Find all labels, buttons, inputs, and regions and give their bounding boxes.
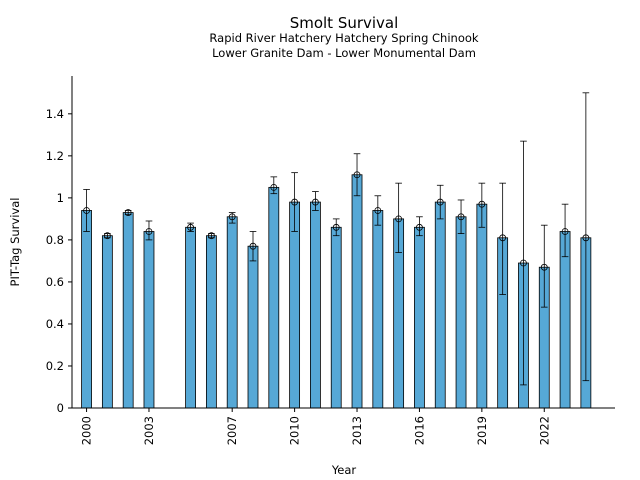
point-marker-2015 [395, 215, 403, 223]
point-marker-2007 [228, 213, 236, 221]
point-marker-2001 [103, 232, 111, 240]
point-marker-2008 [249, 242, 257, 250]
bar-2005 [185, 226, 196, 409]
x-tick-label: 2013 [350, 416, 364, 445]
x-tick-label: 2016 [412, 416, 426, 445]
bar-2016 [414, 226, 425, 409]
y-tick-label: 1.4 [46, 107, 64, 121]
x-axis-label: Year [331, 463, 357, 477]
point-marker-2011 [312, 198, 319, 206]
y-tick-label: 0.4 [46, 317, 64, 331]
chart-title: Smolt Survival [290, 14, 399, 32]
bar-2010 [289, 201, 301, 409]
point-marker-2014 [374, 207, 382, 214]
bar-2017 [434, 201, 446, 409]
bar-2023 [559, 231, 571, 409]
chart-subtitle-line-2: Lower Granite Dam - Lower Monumental Dam [212, 46, 476, 60]
x-tick-label: 2010 [288, 416, 302, 445]
point-marker-2016 [416, 223, 423, 231]
bar-2011 [310, 201, 321, 409]
bar-2001 [101, 235, 113, 409]
point-marker-2021 [520, 259, 527, 267]
bar-2009 [268, 186, 280, 409]
point-marker-series [83, 171, 590, 271]
point-marker-2002 [124, 209, 132, 216]
point-marker-2009 [270, 183, 278, 191]
bar-2002 [122, 212, 134, 409]
y-tick-label: 0.2 [46, 359, 64, 373]
bar-2007 [226, 216, 238, 409]
bar-2003 [143, 231, 155, 409]
bar-series [81, 174, 592, 409]
y-tick-label: 0.8 [46, 233, 64, 247]
point-marker-2012 [332, 223, 340, 231]
bar-2014 [372, 210, 384, 409]
point-marker-2010 [291, 198, 299, 206]
y-tick-label: 0.6 [46, 275, 64, 289]
point-marker-2024 [582, 234, 590, 242]
chart-subtitle-line-1: Rapid River Hatchery Hatchery Spring Chi… [209, 31, 478, 45]
y-axis-label: PIT-Tag Survival [8, 198, 22, 287]
x-axis-ticks: 2000 2003 2007 2010 2013 2016 2019 2022 [80, 408, 551, 445]
point-marker-2005 [187, 223, 194, 231]
point-marker-2006 [207, 232, 215, 240]
bar-2018 [455, 216, 467, 409]
bar-2019 [476, 203, 488, 409]
bar-2008 [247, 245, 259, 409]
bar-2006 [205, 235, 217, 409]
y-tick-label: 1.2 [46, 149, 64, 163]
point-marker-2023 [561, 228, 569, 235]
x-tick-label: 2019 [475, 416, 489, 445]
point-marker-2017 [436, 198, 444, 206]
bar-2000 [81, 210, 92, 409]
y-tick-label: 0 [57, 401, 64, 415]
point-marker-2022 [540, 263, 548, 271]
y-axis-ticks: 0 0.2 0.4 0.6 0.8 1 1.2 1.4 [46, 107, 72, 415]
point-marker-2003 [145, 228, 153, 235]
x-tick-label: 2003 [142, 416, 156, 445]
y-tick-label: 1 [57, 191, 64, 205]
x-tick-label: 2000 [80, 416, 94, 445]
bar-2012 [330, 226, 342, 409]
point-marker-2018 [457, 213, 465, 221]
bar-2013 [351, 174, 363, 409]
point-marker-2013 [353, 171, 361, 179]
point-marker-2000 [83, 207, 90, 214]
x-tick-label: 2022 [537, 416, 551, 445]
point-marker-2019 [478, 200, 486, 208]
x-tick-label: 2007 [225, 416, 239, 445]
point-marker-2020 [499, 234, 507, 242]
